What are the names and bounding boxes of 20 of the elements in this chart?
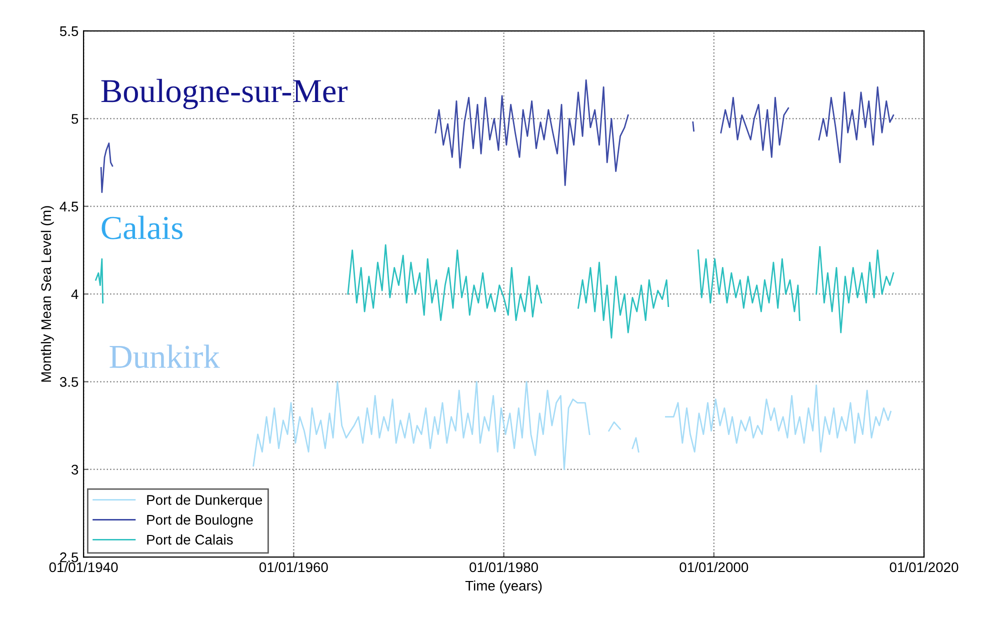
x-tick-label: 01/01/1940	[49, 562, 118, 572]
x-axis-title: Time (years)	[465, 580, 542, 594]
x-tick-label: 01/01/2000	[680, 562, 748, 572]
y-tick-label: 5.5	[60, 26, 78, 36]
y-tick-label: 3	[72, 464, 78, 475]
x-tick-label: 01/01/1960	[259, 562, 328, 572]
y-tick-label: 2.5	[60, 552, 78, 562]
y-tick-label: 5	[72, 114, 78, 124]
legend-label: Port de Dunkerque	[147, 494, 262, 508]
legend-label: Port de Boulogne	[147, 514, 253, 528]
x-tick-label: 01/01/1980	[470, 562, 538, 572]
legend-label: Port de Calais	[147, 534, 233, 545]
annotation: Calais	[102, 216, 182, 240]
annotation: Dunkirk	[110, 344, 220, 368]
y-axis-title: Monthly Mean Sea Level (m)	[40, 206, 54, 382]
y-tick-label: 4	[71, 290, 78, 300]
y-tick-label: 4.5	[60, 202, 78, 212]
annotation: Boulogne-sur-Mer	[101, 78, 348, 110]
y-tick-label: 3.5	[60, 377, 78, 387]
x-tick-label: 01/01/2020	[890, 562, 958, 572]
